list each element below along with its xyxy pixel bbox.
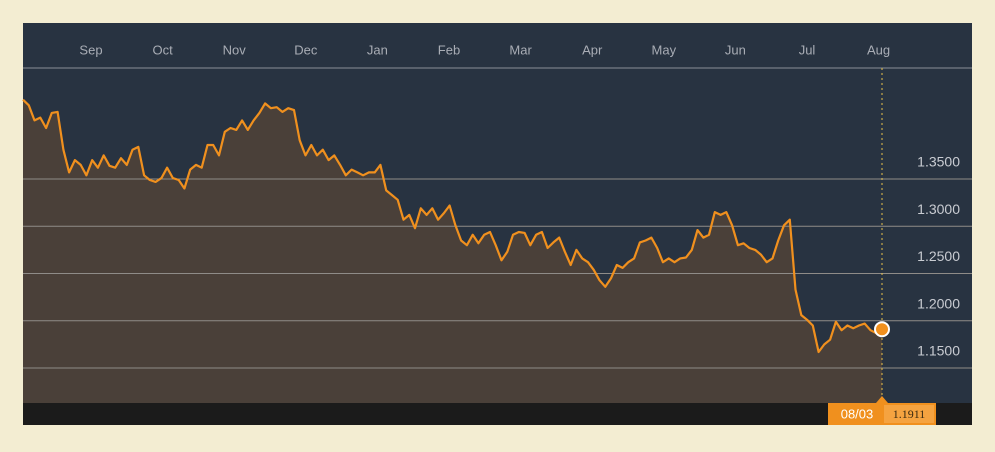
x-tick-label: Jan xyxy=(367,42,388,57)
x-tick-label: Dec xyxy=(294,42,318,57)
y-tick-label: 1.3500 xyxy=(917,154,960,170)
y-tick-label: 1.1500 xyxy=(917,343,960,359)
y-tick-label: 1.2500 xyxy=(917,248,960,264)
x-tick-label: Aug xyxy=(867,42,890,57)
y-tick-label: 1.2000 xyxy=(917,295,960,311)
last-date: 08/03 xyxy=(841,406,874,421)
x-tick-label: Feb xyxy=(438,42,460,57)
cursor-pointer xyxy=(876,396,888,403)
x-tick-label: Jun xyxy=(725,42,746,57)
last-value: 1.1911 xyxy=(893,407,926,421)
x-tick-label: Jul xyxy=(799,42,816,57)
x-tick-label: Apr xyxy=(582,42,603,57)
value-box xyxy=(884,405,934,423)
area xyxy=(23,99,882,403)
x-tick-label: May xyxy=(652,42,677,57)
footer-strip xyxy=(23,403,972,425)
x-tick-label: Sep xyxy=(79,42,102,57)
x-tick-label: Mar xyxy=(509,42,532,57)
y-tick-label: 1.3000 xyxy=(917,201,960,217)
last-point xyxy=(874,321,890,338)
x-tick-label: Oct xyxy=(152,42,173,57)
line xyxy=(22,98,883,354)
x-tick-label: Nov xyxy=(223,42,247,57)
